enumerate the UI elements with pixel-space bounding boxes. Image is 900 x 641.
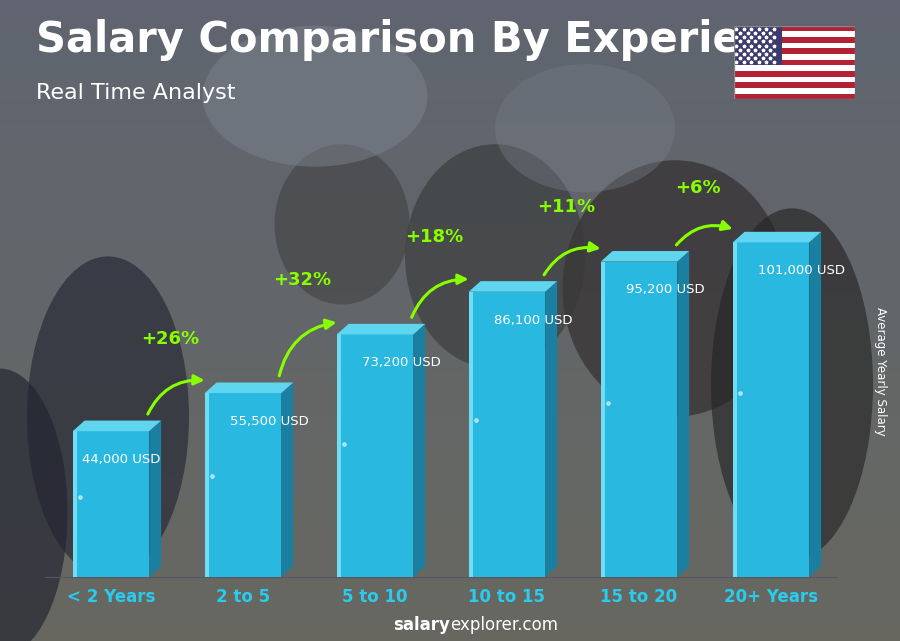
Text: +11%: +11%	[537, 198, 596, 216]
Text: 73,200 USD: 73,200 USD	[362, 356, 440, 369]
Bar	[734, 77, 855, 82]
Bar	[337, 335, 341, 577]
Bar	[734, 60, 855, 65]
Ellipse shape	[711, 208, 873, 561]
Polygon shape	[678, 251, 689, 577]
Text: Salary Comparison By Experience: Salary Comparison By Experience	[36, 19, 824, 62]
Ellipse shape	[405, 144, 585, 369]
Bar	[734, 26, 855, 31]
Polygon shape	[600, 251, 689, 262]
Bar	[469, 292, 545, 577]
Text: 95,200 USD: 95,200 USD	[626, 283, 705, 297]
Bar	[600, 262, 678, 577]
Bar	[734, 82, 855, 88]
Bar	[734, 43, 855, 48]
Ellipse shape	[27, 256, 189, 577]
Bar	[73, 431, 77, 577]
Bar	[734, 31, 855, 37]
Bar	[600, 262, 606, 577]
Polygon shape	[809, 232, 821, 577]
Bar	[204, 393, 210, 577]
Bar	[73, 431, 149, 577]
Text: 86,100 USD: 86,100 USD	[494, 313, 572, 327]
Bar	[733, 242, 737, 577]
Text: 101,000 USD: 101,000 USD	[758, 264, 845, 278]
Text: explorer.com: explorer.com	[450, 616, 558, 634]
Bar	[734, 65, 855, 71]
Text: 55,500 USD: 55,500 USD	[230, 415, 309, 428]
Ellipse shape	[495, 64, 675, 192]
Text: +26%: +26%	[141, 329, 200, 348]
Bar	[734, 26, 782, 65]
Polygon shape	[545, 281, 557, 577]
Polygon shape	[469, 281, 557, 292]
Polygon shape	[282, 383, 293, 577]
Bar	[733, 242, 809, 577]
Polygon shape	[733, 232, 821, 242]
Polygon shape	[337, 324, 425, 335]
Bar	[734, 37, 855, 43]
Bar	[734, 71, 855, 77]
Ellipse shape	[202, 26, 428, 167]
Polygon shape	[204, 383, 293, 393]
Text: Real Time Analyst: Real Time Analyst	[36, 83, 236, 103]
Text: 44,000 USD: 44,000 USD	[82, 453, 160, 466]
Bar	[734, 48, 855, 54]
Bar	[469, 292, 473, 577]
Text: salary: salary	[393, 616, 450, 634]
Bar	[734, 94, 855, 99]
Text: +6%: +6%	[676, 179, 721, 197]
Bar	[734, 88, 855, 94]
Text: +32%: +32%	[274, 271, 331, 289]
Bar	[204, 393, 282, 577]
Text: Average Yearly Salary: Average Yearly Salary	[874, 308, 886, 436]
Bar	[337, 335, 413, 577]
Polygon shape	[149, 420, 161, 577]
Polygon shape	[73, 420, 161, 431]
Ellipse shape	[274, 144, 410, 304]
Ellipse shape	[0, 369, 68, 641]
Bar	[734, 54, 855, 60]
Polygon shape	[413, 324, 425, 577]
Text: +18%: +18%	[405, 228, 464, 246]
Ellipse shape	[562, 160, 788, 417]
